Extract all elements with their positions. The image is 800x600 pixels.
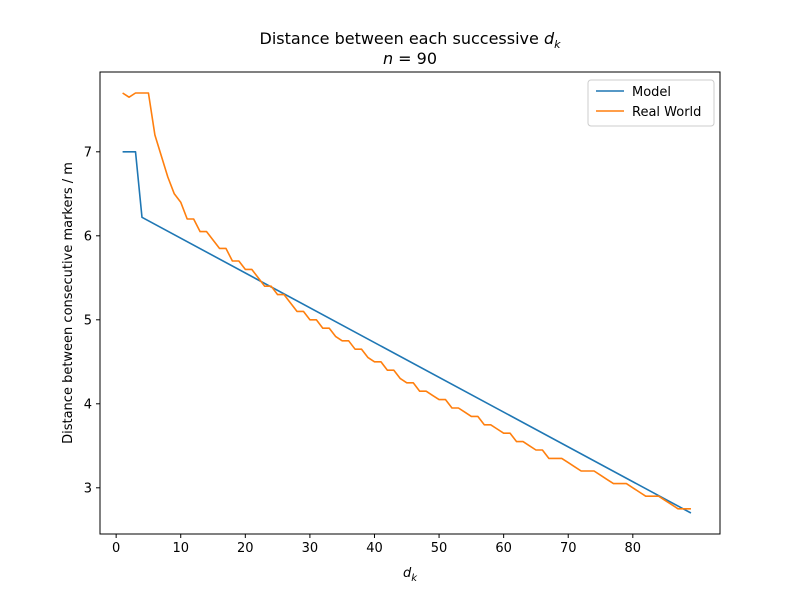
y-tick-label: 6 <box>84 229 92 244</box>
axes-frame <box>99 71 721 535</box>
y-tick-label: 4 <box>84 397 92 412</box>
series-line-model <box>122 151 692 514</box>
y-tick-label: 5 <box>84 313 92 328</box>
x-tick-label: 50 <box>431 541 448 556</box>
chart-subtitle: n = 90 <box>383 49 437 68</box>
x-tick-label: 30 <box>302 541 319 556</box>
x-axis-label: dk <box>403 566 418 584</box>
y-tick-label: 7 <box>84 145 92 160</box>
x-tick-label: 10 <box>172 541 189 556</box>
series-line-real-world <box>122 92 691 510</box>
x-axis: 0 10 20 30 40 50 60 70 80 <box>112 534 641 556</box>
x-tick-label: 0 <box>112 541 120 556</box>
plot-area <box>122 92 692 514</box>
x-tick-label: 60 <box>495 541 512 556</box>
legend: Model Real World <box>587 79 715 127</box>
y-axis-label: Distance between consecutive markers / m <box>61 162 76 444</box>
legend-label-real-world: Real World <box>632 105 701 120</box>
y-axis: 3 4 5 6 7 <box>84 145 100 496</box>
legend-label-model: Model <box>632 85 671 100</box>
y-tick-label: 3 <box>84 481 92 496</box>
x-tick-label: 80 <box>625 541 642 556</box>
x-tick-label: 40 <box>366 541 383 556</box>
x-tick-label: 70 <box>560 541 577 556</box>
chart-title: Distance between each successive dk <box>260 29 562 51</box>
x-tick-label: 20 <box>237 541 254 556</box>
